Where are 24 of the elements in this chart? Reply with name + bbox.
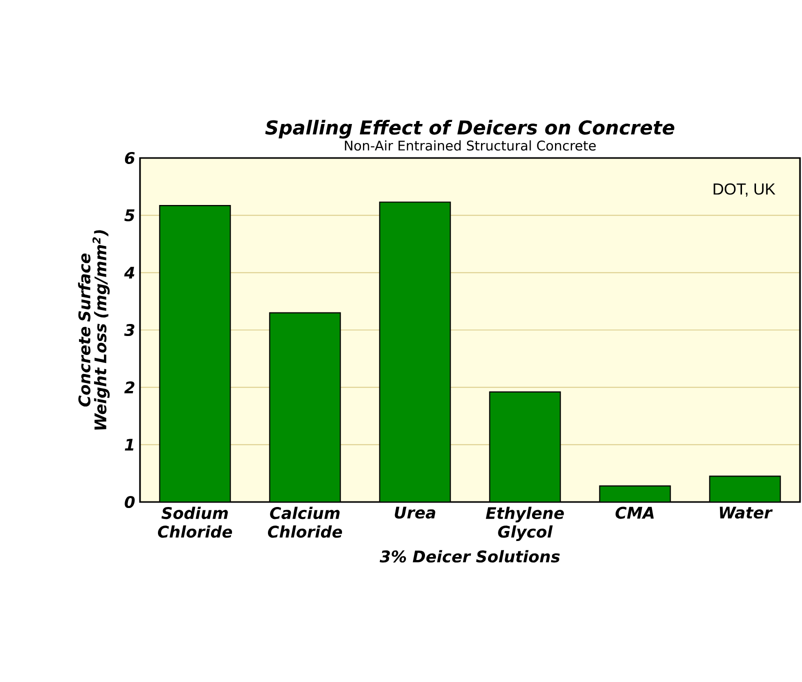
- y-tick-label: 4: [124, 266, 134, 278]
- x-tick-label: Calcium Chloride: [268, 506, 342, 538]
- bar: [490, 392, 560, 502]
- chart-subtitle: Non-Air Entrained Structural Concrete: [344, 140, 596, 151]
- y-axis-title: Concrete Surface Weight Loss (mg/mm$^{2}$): [78, 230, 110, 430]
- y-tick-label: 1: [124, 438, 134, 450]
- x-tick-label: Ethylene Glycol: [486, 506, 564, 541]
- x-tick-label: CMA: [616, 506, 654, 519]
- bar: [600, 486, 670, 502]
- x-tick-label: Water: [720, 506, 773, 519]
- y-tick-label: 3: [124, 324, 134, 336]
- x-axis-title: 3% Deicer Solutions: [380, 550, 560, 563]
- y-tick-label: 6: [124, 152, 135, 164]
- annotation: DOT, UK: [714, 183, 776, 197]
- bar: [380, 202, 450, 502]
- y-tick-label: 2: [124, 381, 134, 394]
- y-tick-label: 0: [124, 496, 135, 508]
- x-tick-label: Sodium Chloride: [158, 506, 232, 538]
- bar: [160, 206, 230, 502]
- chart-title: Spalling Effect of Deicers on Concrete: [265, 120, 674, 139]
- bar: [270, 312, 340, 502]
- y-tick-label: 5: [124, 209, 134, 222]
- x-tick-label: Urea: [394, 506, 436, 519]
- bar: [709, 476, 781, 502]
